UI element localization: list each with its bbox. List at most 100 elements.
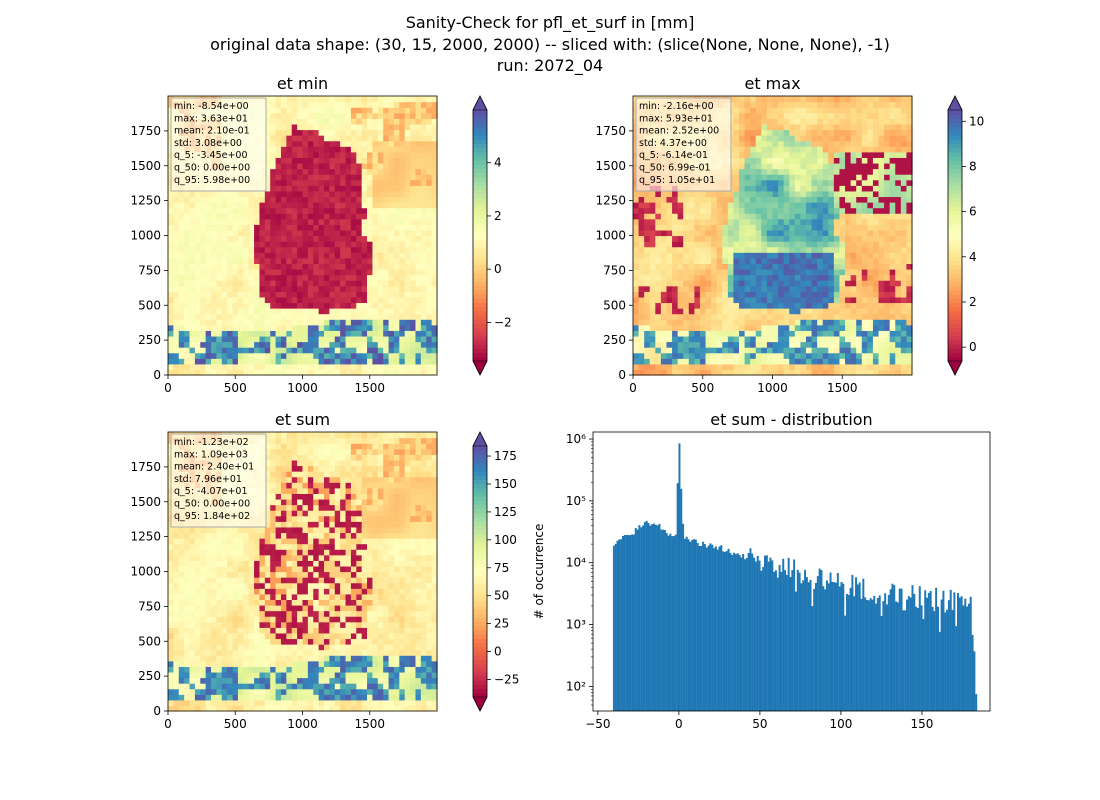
histogram-bar (889, 589, 892, 711)
y-tick-label: 1000 (595, 229, 626, 243)
colorbar-outline (472, 431, 488, 712)
colorbar-tick-label: 2 (969, 295, 977, 309)
stats-line: q_50: 0.00e+00 (174, 499, 250, 510)
histogram-bar (782, 558, 785, 711)
histogram-bar (929, 590, 932, 711)
histogram-bar (685, 536, 688, 711)
colorbar-tick-label: 8 (969, 159, 977, 173)
heatmap-panel-1: et max 0 500 1000 1500 0 250 500 750 1000 1250 1500… (595, 74, 984, 395)
colorbar-tick-label: 125 (494, 505, 517, 519)
histogram-bar (933, 611, 936, 711)
y-tick-label: 1500 (130, 495, 161, 509)
histogram-bar (838, 586, 841, 711)
histogram-bar (913, 593, 916, 711)
histogram-bar (880, 616, 883, 711)
histogram-bar (918, 586, 921, 711)
histogram-bar (907, 596, 910, 711)
stats-line: std: 4.37e+00 (639, 138, 707, 149)
y-tick-label: 750 (603, 263, 626, 277)
stats-line: std: 7.96e+01 (174, 474, 242, 485)
histogram-bar (876, 597, 879, 711)
histogram-bar (958, 597, 961, 711)
histogram-bar (663, 530, 666, 711)
stats-line: min: -8.54e+00 (174, 101, 249, 112)
x-tick-label: 100 (829, 717, 852, 731)
y-tick-label: 1750 (130, 124, 161, 138)
histogram-bar (698, 545, 701, 711)
histogram-bar (844, 615, 847, 711)
histogram-bar (694, 539, 697, 711)
histogram-bar (798, 572, 801, 711)
histogram-bar (665, 533, 668, 711)
histogram-bar (722, 551, 725, 711)
x-tick-label: 500 (691, 381, 714, 395)
colorbar-outline (947, 95, 963, 376)
histogram-bar (805, 577, 808, 711)
histogram-bar (849, 587, 852, 711)
stats-line: min: -2.16e+00 (639, 101, 714, 112)
histogram-bar (915, 606, 918, 711)
histogram-bar (754, 561, 757, 711)
histogram-bar (975, 694, 978, 711)
x-tick-label: 1000 (287, 717, 318, 731)
y-tick-label: 1500 (130, 159, 161, 173)
histogram-bar (734, 554, 737, 711)
histogram-bar (658, 523, 661, 711)
colorbar: 0 2 4 6 8 10 (947, 95, 984, 376)
y-tick-label: 1750 (595, 124, 626, 138)
histogram-bar (815, 582, 817, 711)
histogram-bar (787, 557, 790, 711)
histogram-bar (891, 583, 894, 711)
stats-box (170, 433, 267, 528)
histogram-bar (847, 595, 850, 711)
y-tick-label: 1000 (130, 229, 161, 243)
histogram-bar (938, 631, 941, 711)
histogram-bar (784, 570, 787, 711)
x-tick-label: 500 (224, 381, 247, 395)
histogram-bar (691, 539, 694, 711)
histogram-bar (936, 606, 939, 711)
histogram-bar (944, 612, 947, 711)
histogram-bar (969, 596, 972, 711)
histogram-bar (884, 593, 887, 711)
panel-title: et sum - distribution (710, 410, 872, 429)
panel-title: et min (277, 74, 328, 93)
histogram-bar (800, 583, 803, 711)
histogram-bar (631, 534, 634, 711)
stats-line: q_5: -6.14e-01 (639, 150, 708, 161)
histogram-bar (964, 598, 967, 711)
histogram-bar (654, 524, 657, 711)
histogram-bar (864, 597, 867, 711)
histogram-bar (656, 525, 659, 711)
y-tick-label: 10⁶ (566, 432, 586, 446)
histogram-bar (973, 651, 976, 711)
histogram-bar (753, 557, 756, 711)
histogram-bar (727, 548, 730, 711)
histogram-bar (946, 609, 949, 711)
stats-line: mean: 2.52e+00 (639, 126, 719, 137)
histogram-bar (802, 580, 805, 711)
colorbar-tick-label: 2 (494, 209, 502, 223)
histogram-bar (896, 602, 899, 711)
histogram-bar (643, 522, 646, 711)
histogram-bar (696, 542, 699, 711)
histogram-bar (960, 596, 963, 711)
histogram-bar (900, 588, 903, 711)
histogram-bar (662, 529, 665, 711)
colorbar-extend-max (472, 431, 488, 447)
stats-box (635, 97, 732, 192)
x-tick-label: 0 (164, 381, 172, 395)
histogram-bar (632, 534, 635, 711)
y-axis-label: # of occurrence (532, 524, 546, 620)
histogram-bar (729, 552, 732, 711)
y-tick-label: 1000 (130, 565, 161, 579)
histogram-bar (833, 582, 836, 711)
x-tick-label: 1500 (354, 381, 385, 395)
y-tick-label: 1750 (130, 460, 161, 474)
histogram-bar (909, 597, 912, 711)
colorbar-extend-min (472, 360, 488, 376)
histogram-bar (725, 550, 728, 711)
colorbar-outline (472, 95, 488, 376)
histogram-bar (886, 604, 888, 711)
y-tick-label: 10⁴ (566, 556, 586, 570)
